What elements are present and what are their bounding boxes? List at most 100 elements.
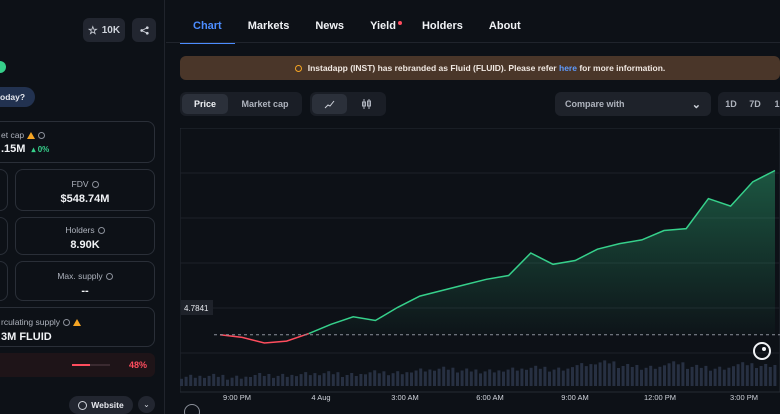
holders-card: Holders 8.90K (15, 217, 155, 255)
volume-bar (548, 372, 551, 386)
volume-bar (277, 376, 280, 386)
volume-bar (700, 368, 703, 386)
volume-bar (263, 376, 266, 386)
chart-mode-toggle: Price Market cap (180, 92, 302, 116)
price-chart[interactable]: 4.7841 (180, 128, 780, 414)
x-tick-label: 6:00 AM (476, 393, 504, 402)
info-icon[interactable] (38, 132, 45, 139)
coingecko-logo (754, 343, 770, 359)
volume-bar (341, 377, 344, 386)
volume-bar (355, 376, 358, 386)
range-1d-button[interactable]: 1D (720, 94, 742, 114)
volume-bar (764, 364, 767, 386)
volume-bar (525, 370, 528, 386)
volume-bar (727, 368, 730, 386)
share-button[interactable] (132, 18, 156, 42)
volume-bar (658, 367, 661, 386)
volume-bar (755, 368, 758, 386)
line-chart-button[interactable] (312, 94, 347, 114)
range-toggle: 1D 7D 1 (718, 92, 780, 116)
tab-chart[interactable]: Chart (180, 20, 235, 42)
banner-link[interactable]: here (559, 63, 577, 73)
volume-bar (318, 375, 321, 386)
warning-icon (27, 132, 35, 139)
holders-value: 8.90K (16, 239, 154, 251)
volume-bar (686, 369, 689, 386)
volume-bar (254, 375, 257, 386)
volume-bar (732, 366, 735, 386)
volume-bar (543, 367, 546, 386)
x-tick-label: 3:00 AM (391, 393, 419, 402)
volume-bar (346, 375, 349, 386)
volume-bar (217, 377, 220, 386)
info-icon[interactable] (98, 227, 105, 234)
website-button[interactable]: Website (69, 396, 133, 414)
volume-bar (470, 372, 473, 387)
range-more-button[interactable]: 1 (768, 94, 780, 114)
token-sidebar: ☆ 10K oday? et cap .15M ▴ 0% FDV $548.74… (0, 0, 165, 414)
volume-bar (451, 368, 454, 386)
rebrand-banner: Instadapp (INST) has rebranded as Fluid … (180, 56, 780, 80)
candlestick-chart-button[interactable] (349, 94, 384, 114)
left-card-partial-2 (0, 217, 8, 255)
volume-bar (208, 376, 211, 386)
volume-bar (516, 371, 519, 386)
volume-bar (350, 373, 353, 386)
volume-bar (419, 369, 422, 387)
tab-holders[interactable]: Holders (409, 20, 476, 42)
volume-bar (681, 362, 684, 386)
compare-with-select[interactable]: Compare with ⌄ (555, 92, 711, 116)
volume-bar (654, 369, 657, 386)
main-content: Chart Markets News Yield Holders About I… (166, 0, 780, 414)
max-supply-label: Max. supply (57, 271, 102, 281)
supply-progress-row: 48% (0, 353, 155, 377)
x-axis-ticks: 9:00 PM 4 Aug 3:00 AM 6:00 AM 9:00 AM 12:00 P… (180, 393, 780, 405)
candlestick-icon (361, 99, 372, 109)
market-cap-label: et cap (1, 130, 24, 140)
volume-bar (244, 377, 247, 386)
volume-bar (336, 372, 339, 386)
volume-bar (520, 369, 523, 386)
volume-bar (424, 372, 427, 387)
tab-markets[interactable]: Markets (235, 20, 303, 42)
website-more-button[interactable]: ⌄ (138, 396, 155, 413)
volume-bar (290, 375, 293, 386)
volume-bar (332, 374, 335, 386)
today-prompt-pill[interactable]: oday? (0, 87, 35, 107)
volume-bar (327, 371, 330, 386)
price-mode-button[interactable]: Price (182, 94, 228, 114)
volume-bar (714, 369, 717, 386)
volume-bar (249, 377, 252, 386)
volume-bar (304, 372, 307, 386)
volume-bar (594, 364, 597, 386)
tab-news[interactable]: News (302, 20, 357, 42)
volume-bar (769, 367, 772, 386)
watchlist-button[interactable]: ☆ 10K (83, 18, 125, 42)
volume-bar (369, 372, 372, 386)
volume-bar (530, 368, 533, 386)
tab-about[interactable]: About (476, 20, 534, 42)
baseline-label: 4.7841 (184, 304, 209, 313)
volume-bar (562, 371, 565, 386)
volume-bar (640, 370, 643, 386)
info-icon[interactable] (63, 319, 70, 326)
volume-bars (180, 360, 776, 386)
volume-bar (511, 368, 514, 386)
chart-settings-icon[interactable] (184, 404, 200, 414)
volume-bar (704, 366, 707, 386)
volume-bar (566, 369, 569, 386)
market-cap-card: et cap .15M ▴ 0% (0, 121, 155, 163)
info-icon[interactable] (106, 273, 113, 280)
left-card-partial-3 (0, 261, 8, 301)
volume-bar (392, 373, 395, 386)
volume-bar (323, 373, 326, 386)
volume-bar (760, 366, 763, 386)
range-7d-button[interactable]: 7D (744, 94, 766, 114)
info-icon[interactable] (92, 181, 99, 188)
volume-bar (737, 364, 740, 386)
x-tick-label: 12:00 PM (644, 393, 676, 402)
market-cap-mode-button[interactable]: Market cap (230, 94, 300, 114)
tab-yield[interactable]: Yield (357, 20, 409, 42)
volume-bar (286, 377, 289, 386)
price-area (220, 171, 775, 344)
